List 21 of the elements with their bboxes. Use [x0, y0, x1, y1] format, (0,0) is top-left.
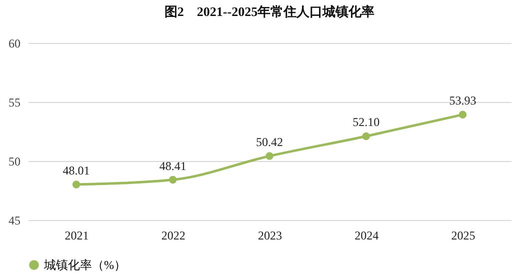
text: 50.42 [256, 135, 283, 150]
x-tick-label: 2023 [258, 228, 282, 242]
point [266, 152, 274, 160]
point [169, 176, 177, 184]
point [72, 180, 80, 188]
y-tick-label: 45 [8, 214, 20, 228]
legend-label: 城镇化率（%） [43, 258, 126, 272]
point [458, 110, 467, 118]
chart-title: 图2 2021--2025年常住人口城镇化率 [164, 4, 375, 19]
text: 48.41 [159, 158, 186, 173]
x-tick-label: 2022 [161, 228, 186, 242]
y-tick-label: 50 [8, 154, 20, 168]
y-tick-label: 60 [8, 36, 20, 50]
text: 52.10 [352, 115, 380, 130]
point [362, 132, 370, 140]
text: 53.93 [449, 94, 476, 108]
y-tick-label: 55 [8, 96, 20, 110]
x-tick-label: 2021 [64, 228, 89, 242]
text: 48.01 [62, 163, 90, 178]
x-tick-label: 2024 [354, 228, 379, 242]
x-tick-label: 2025 [451, 228, 476, 242]
